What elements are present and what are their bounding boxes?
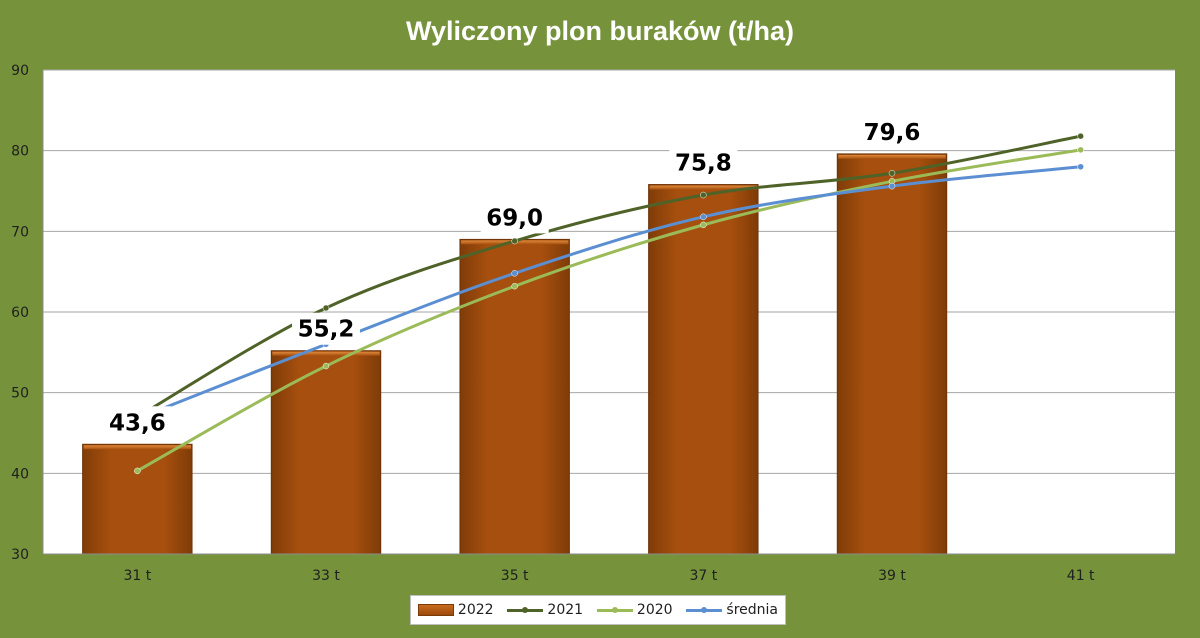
series-point	[511, 282, 518, 290]
x-tick-label: 35 t	[501, 568, 529, 584]
bar-highlight	[83, 445, 192, 450]
series-point	[322, 362, 330, 370]
bar-highlight	[838, 154, 946, 159]
legend-label: 2022	[457, 602, 494, 618]
data-label: 43,6	[109, 410, 166, 436]
legend-item: 2022	[417, 602, 494, 618]
legend-swatch	[686, 604, 723, 616]
series-point	[700, 213, 707, 221]
data-label: 55,2	[298, 317, 355, 343]
y-tick-label: 70	[11, 224, 29, 240]
x-tick-label: 33 t	[312, 568, 340, 584]
x-tick-label: 39 t	[878, 568, 906, 584]
x-tick-label: 31 t	[123, 568, 151, 584]
series-point	[888, 182, 896, 190]
legend-item: 2021	[507, 602, 583, 618]
data-label-bg	[858, 115, 926, 148]
legend-item: 2020	[596, 602, 673, 618]
legend-swatch	[596, 604, 633, 616]
series-point	[134, 467, 141, 475]
legend-label: 2020	[636, 602, 673, 618]
x-tick-label: 41 t	[1067, 568, 1095, 584]
data-label-bg	[669, 146, 738, 179]
y-tick-label: 30	[11, 547, 29, 563]
series-line-2020	[136, 148, 1081, 473]
bar	[270, 350, 382, 555]
series-line-średnia	[136, 165, 1081, 420]
legend-label: 2021	[547, 602, 584, 618]
series-point	[888, 170, 896, 177]
y-tick-label: 80	[11, 144, 29, 160]
series-point	[1077, 146, 1084, 154]
legend-label: średnia	[726, 602, 779, 618]
series-point	[1077, 163, 1084, 171]
bar	[648, 184, 759, 555]
data-label-bg	[103, 406, 172, 439]
y-tick-label: 40	[11, 466, 29, 482]
bar-highlight	[272, 351, 380, 356]
y-tick-label: 60	[11, 305, 29, 321]
series-point	[511, 237, 518, 245]
legend-swatch	[417, 604, 454, 616]
data-label: 69,0	[486, 205, 543, 231]
y-tick-label: 90	[11, 63, 29, 79]
y-tick-label: 50	[11, 386, 29, 402]
series-point	[322, 304, 330, 312]
bar	[836, 153, 948, 555]
series-point	[511, 270, 518, 277]
series-point	[1077, 132, 1084, 140]
series-point	[700, 191, 707, 199]
series-point	[700, 221, 707, 229]
x-tick-label: 37 t	[689, 568, 717, 584]
data-label-bg	[292, 312, 360, 345]
data-label: 75,8	[675, 151, 732, 177]
bar-highlight	[649, 185, 758, 190]
bar	[82, 443, 193, 555]
legend: 2022 2021 2020 średnia	[410, 595, 786, 625]
data-label: 79,6	[864, 120, 921, 146]
data-label-bg	[480, 201, 549, 234]
chart-title: Wyliczony plon buraków (t/ha)	[405, 16, 795, 46]
bar	[459, 238, 570, 555]
legend-swatch	[507, 604, 544, 616]
legend-item: średnia	[686, 602, 778, 618]
